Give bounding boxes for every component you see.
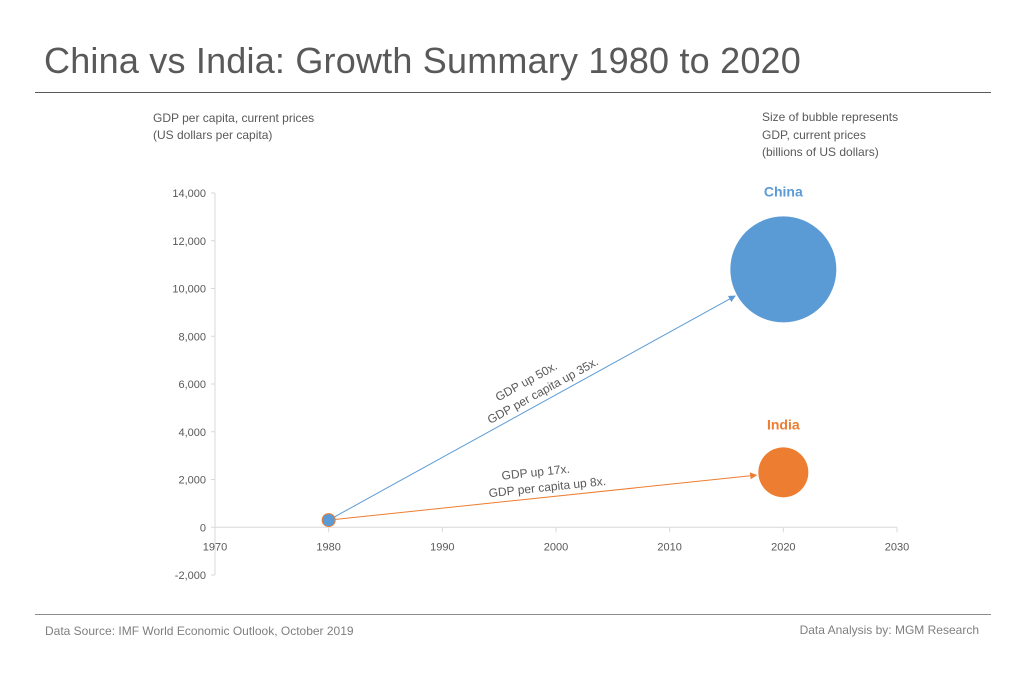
y-axis-title-line-2: (US dollars per capita) (153, 128, 273, 142)
annotation-china: GDP up 50x.GDP per capita up 35x. (485, 354, 601, 426)
x-tick-label: 1990 (430, 541, 454, 553)
footer-divider (35, 614, 991, 615)
x-tick-label: 2010 (657, 541, 681, 553)
chart-marks: China GDP up 50x.GDP per capita up 35x. In… (321, 183, 837, 528)
x-tick-label: 2000 (544, 541, 568, 553)
y-tick-label: 2,000 (178, 475, 206, 487)
y-tick-label: 0 (200, 522, 206, 534)
page-title: China vs India: Growth Summary 1980 to 2… (44, 40, 801, 81)
series-label-india: India (767, 416, 800, 432)
x-tick-label: 1970 (203, 541, 227, 553)
series-label-china: China (764, 183, 803, 199)
y-axis-title: GDP per capita, current prices (US dolla… (153, 110, 314, 144)
x-tick-label: 2020 (771, 541, 795, 553)
y-tick-label: 12,000 (172, 236, 206, 248)
bubble-india-2020 (758, 447, 809, 498)
y-tick-label: 10,000 (172, 284, 206, 296)
y-tick-label: 14,000 (172, 188, 206, 200)
bubble-size-note-line-3: (billions of US dollars) (762, 145, 879, 159)
growth-arrow-china (328, 295, 736, 521)
bubble-size-note: Size of bubble represents GDP, current p… (762, 109, 898, 162)
x-tick-label: 2030 (885, 541, 909, 553)
x-tick-label: 1980 (316, 541, 340, 553)
y-tick-label: -2,000 (175, 570, 206, 582)
bubble-size-note-line-2: GDP, current prices (762, 127, 866, 142)
y-tick-label: 8,000 (178, 331, 206, 343)
analysis-credit: Data Analysis by: MGM Research (799, 623, 979, 637)
title-divider (35, 92, 991, 93)
bubble-size-note-line-1: Size of bubble represents (762, 110, 899, 124)
axes: -2,000 0 2,000 4,000 6,000 8,000 10,000 12,000 1… (172, 188, 909, 582)
y-tick-label: 4,000 (178, 427, 206, 439)
bubble-china-2020 (730, 216, 837, 323)
y-tick-label: 6,000 (178, 379, 206, 391)
growth-arrow-india (328, 472, 758, 521)
data-source-note: Data Source: IMF World Economic Outlook,… (45, 624, 354, 638)
annotation-india: GDP up 17x.GDP per capita up 8x. (488, 462, 607, 501)
y-axis-title-line-1: GDP per capita, current prices (153, 111, 315, 125)
bubble-china-1980 (322, 514, 335, 527)
